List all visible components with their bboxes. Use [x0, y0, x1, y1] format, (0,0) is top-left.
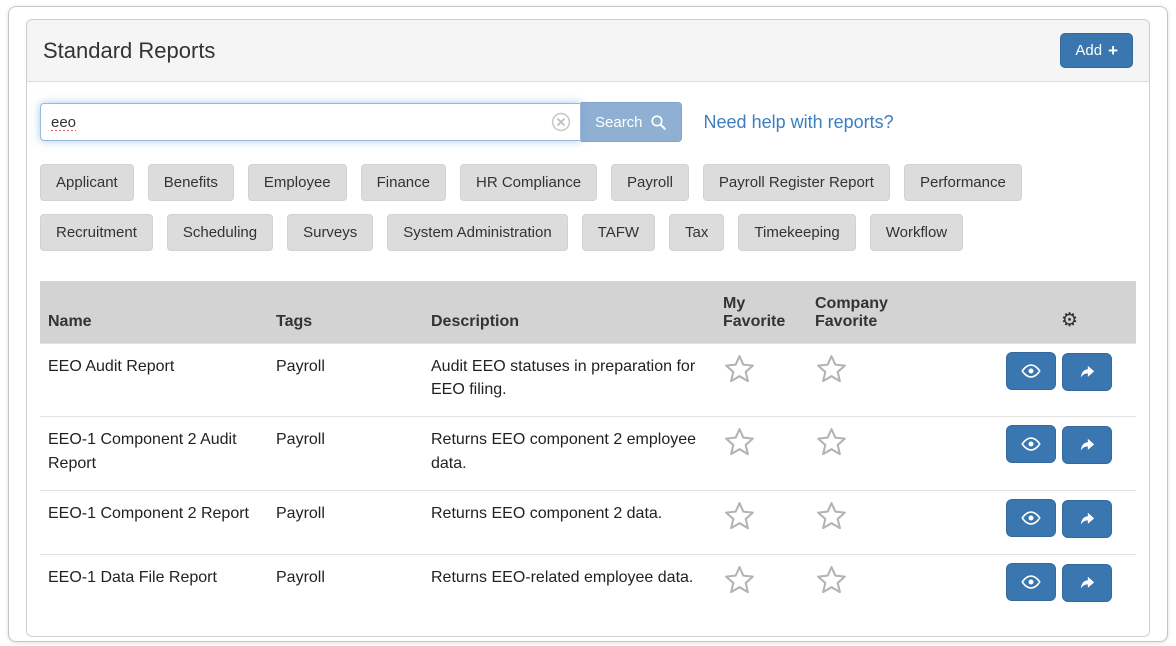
- column-header-description: Description: [423, 281, 715, 344]
- share-arrow-icon: [1080, 365, 1095, 378]
- share-arrow-icon: [1080, 576, 1095, 589]
- eye-icon: [1021, 364, 1041, 378]
- tag-filter-list: Applicant Benefits Employee Finance HR C…: [40, 164, 1040, 251]
- tag-filter-button[interactable]: Surveys: [287, 214, 374, 251]
- table-header-row: Name Tags Description My Favorite Compan…: [40, 281, 1136, 344]
- add-button-label: Add: [1075, 42, 1103, 59]
- view-report-button[interactable]: [1006, 425, 1056, 464]
- tag-filter-button[interactable]: HR Compliance: [460, 164, 598, 201]
- column-header-name: Name: [40, 281, 268, 344]
- report-description: Returns EEO component 2 employee data.: [423, 416, 715, 491]
- run-report-button[interactable]: [1062, 563, 1112, 602]
- eye-icon: [1021, 575, 1041, 589]
- search-field-wrap: [40, 103, 581, 141]
- tag-filter-button[interactable]: TAFW: [581, 214, 656, 251]
- add-button[interactable]: Add +: [1060, 33, 1133, 68]
- page-title: Standard Reports: [43, 37, 216, 63]
- tag-filter-button[interactable]: Recruitment: [40, 214, 153, 251]
- search-row: Search Need help with reports?: [40, 102, 1136, 142]
- column-header-tags: Tags: [268, 281, 423, 344]
- report-tags: Payroll: [268, 553, 423, 619]
- search-button-label: Search: [595, 113, 643, 131]
- help-link[interactable]: Need help with reports?: [703, 111, 894, 132]
- table-row: EEO-1 Data File Report Payroll Returns E…: [40, 553, 1136, 619]
- tag-filter-button[interactable]: Tax: [669, 214, 725, 251]
- my-favorite-star-icon[interactable]: [723, 352, 756, 385]
- report-name: EEO-1 Component 2 Audit Report: [40, 416, 268, 491]
- tag-filter-button[interactable]: Benefits: [147, 164, 234, 201]
- tag-filter-button[interactable]: Finance: [360, 164, 446, 201]
- run-report-button[interactable]: [1062, 353, 1112, 391]
- run-report-button[interactable]: [1062, 426, 1112, 465]
- column-header-my-favorite: My Favorite: [715, 281, 807, 344]
- tag-filter-button[interactable]: Payroll: [611, 164, 689, 201]
- tag-filter-button[interactable]: System Administration: [387, 214, 568, 251]
- report-tags: Payroll: [268, 416, 423, 491]
- table-row: EEO-1 Component 2 Audit Report Payroll R…: [40, 416, 1136, 491]
- table-row: EEO Audit Report Payroll Audit EEO statu…: [40, 342, 1136, 417]
- report-name: EEO Audit Report: [40, 342, 268, 417]
- report-tags: Payroll: [268, 342, 423, 417]
- eye-icon: [1021, 510, 1041, 525]
- search-input[interactable]: [40, 103, 581, 141]
- eye-icon: [1021, 437, 1041, 452]
- view-report-button[interactable]: [1006, 352, 1056, 390]
- report-description: Returns EEO-related employee data.: [423, 553, 715, 619]
- search-icon: [650, 114, 666, 130]
- search-button[interactable]: Search: [581, 102, 682, 142]
- view-report-button[interactable]: [1006, 498, 1056, 537]
- card-body: Search Need help with reports? Applicant…: [27, 82, 1149, 636]
- share-arrow-icon: [1080, 439, 1095, 451]
- report-description: Audit EEO statuses in preparation for EE…: [423, 342, 715, 417]
- clear-search-icon[interactable]: [551, 112, 571, 132]
- company-favorite-star-icon[interactable]: [815, 499, 848, 532]
- my-favorite-star-icon[interactable]: [723, 563, 756, 596]
- tag-filter-button[interactable]: Workflow: [869, 214, 964, 251]
- report-tags: Payroll: [268, 489, 423, 555]
- report-name: EEO-1 Component 2 Report: [40, 489, 268, 555]
- plus-icon: +: [1108, 41, 1118, 60]
- table-body: EEO Audit Report Payroll Audit EEO statu…: [40, 342, 1136, 619]
- company-favorite-star-icon[interactable]: [815, 563, 848, 596]
- tag-filter-button[interactable]: Employee: [247, 164, 347, 201]
- column-header-settings: ⚙: [940, 281, 1136, 344]
- column-header-company-favorite: Company Favorite: [807, 281, 940, 344]
- share-arrow-icon: [1080, 512, 1095, 525]
- view-report-button[interactable]: [1006, 562, 1056, 601]
- tag-filter-button[interactable]: Timekeeping: [738, 214, 856, 251]
- run-report-button[interactable]: [1062, 499, 1112, 538]
- reports-table: Name Tags Description My Favorite Compan…: [40, 281, 1136, 619]
- tag-filter-button[interactable]: Scheduling: [166, 214, 274, 251]
- tag-filter-button[interactable]: Payroll Register Report: [702, 164, 890, 201]
- my-favorite-star-icon[interactable]: [723, 425, 756, 458]
- report-description: Returns EEO component 2 data.: [423, 489, 715, 555]
- company-favorite-star-icon[interactable]: [815, 352, 848, 385]
- report-name: EEO-1 Data File Report: [40, 553, 268, 619]
- table-row: EEO-1 Component 2 Report Payroll Returns…: [40, 489, 1136, 555]
- card-header: Standard Reports Add +: [27, 20, 1149, 82]
- my-favorite-star-icon[interactable]: [723, 499, 756, 532]
- tag-filter-button[interactable]: Performance: [903, 164, 1022, 201]
- standard-reports-card: Standard Reports Add + Search: [26, 19, 1150, 638]
- tag-filter-button[interactable]: Applicant: [40, 164, 134, 201]
- company-favorite-star-icon[interactable]: [815, 425, 848, 458]
- standard-reports-panel: Standard Reports Add + Search: [8, 6, 1168, 642]
- gear-icon[interactable]: ⚙: [1060, 309, 1078, 331]
